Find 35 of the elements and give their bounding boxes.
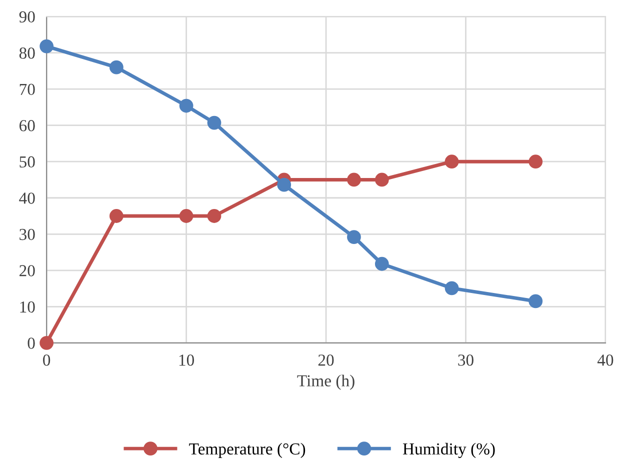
x-tick-label: 10 — [179, 354, 194, 366]
point — [207, 116, 222, 130]
y-tick-label: 10 — [20, 301, 35, 313]
point — [40, 39, 54, 54]
y-tick-label: 70 — [20, 84, 35, 96]
point — [528, 294, 543, 308]
y-tick-label: 30 — [20, 228, 35, 240]
point — [179, 209, 194, 223]
x-tick-label: 20 — [318, 354, 334, 366]
point — [179, 98, 194, 113]
legend-label: Temperature (°C) — [189, 442, 306, 458]
y-tick-label: 60 — [20, 120, 35, 132]
x-tick-label: 40 — [597, 354, 614, 366]
point — [374, 256, 389, 271]
point — [207, 209, 222, 223]
y-tick-label: 0 — [28, 338, 35, 349]
y-tick-label: 40 — [19, 192, 35, 204]
point — [347, 172, 361, 187]
x-tick-label: 30 — [458, 354, 474, 366]
x-axis-title: Time (h) — [297, 374, 354, 390]
y-tick-label: 50 — [20, 156, 35, 168]
point — [444, 154, 459, 169]
point — [528, 154, 543, 169]
y-tick-label: 80 — [19, 48, 35, 59]
y-tick-label: 90 — [19, 11, 35, 22]
point — [444, 281, 459, 296]
y-tick-label: 20 — [20, 265, 35, 276]
point — [109, 60, 124, 74]
point — [40, 336, 54, 350]
point — [347, 230, 361, 244]
legend-label: Humidity (%) — [402, 442, 495, 458]
point — [277, 178, 292, 192]
x-tick-label: 0 — [43, 354, 50, 366]
point — [109, 209, 124, 223]
point — [374, 172, 389, 187]
